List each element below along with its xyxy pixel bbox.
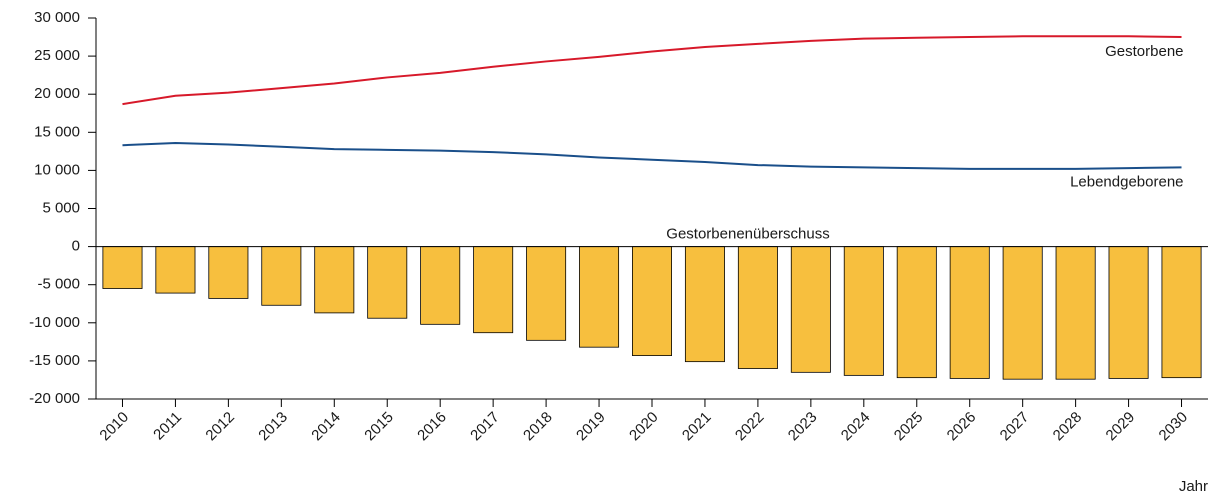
y-tick-label: -20 000 — [29, 390, 80, 407]
x-tick-label: 2021 — [679, 409, 715, 445]
line — [122, 35, 1182, 106]
bar — [526, 246, 567, 341]
x-tick-label: 2023 — [785, 409, 821, 445]
bar — [632, 246, 672, 356]
x-tick-label: 2029 — [1103, 409, 1139, 445]
x-tick-label: 2011 — [150, 409, 185, 444]
bar — [684, 246, 725, 363]
x-tick-label: 2022 — [732, 409, 768, 445]
bar — [1002, 246, 1043, 380]
x-tick-label: 2016 — [414, 409, 450, 445]
y-tick-label: -15 000 — [29, 352, 80, 369]
x-tick-label: 2013 — [255, 409, 291, 445]
x-tick-label: 2027 — [997, 409, 1033, 445]
x-tick-label: 2028 — [1050, 409, 1086, 445]
bar — [1108, 246, 1149, 379]
bar — [261, 246, 302, 306]
line — [122, 141, 1182, 170]
y-tick-label: -10 000 — [29, 314, 80, 331]
y-tick-label: -5 000 — [37, 276, 80, 293]
x-tick-label: 2012 — [202, 409, 238, 445]
y-tick-label: 30 000 — [34, 9, 80, 26]
x-tick-label: 2025 — [891, 409, 927, 445]
bar — [896, 246, 937, 379]
bar — [314, 246, 355, 314]
x-tick-label: 2014 — [308, 409, 344, 445]
x-tick-label: 2017 — [467, 409, 503, 445]
bar — [843, 246, 884, 376]
bar — [1055, 246, 1096, 380]
bar — [155, 246, 196, 294]
series-label: Gestorbene — [1105, 43, 1183, 60]
bar — [208, 246, 249, 299]
y-tick-label: 5 000 — [42, 199, 80, 216]
bar — [737, 246, 778, 369]
bar — [1161, 246, 1202, 379]
x-tick-label: 2030 — [1156, 409, 1192, 445]
y-tick-label: 0 — [72, 238, 80, 255]
x-tick-label: 2024 — [838, 409, 874, 445]
y-tick-label: 10 000 — [34, 161, 80, 178]
y-tick-label: 25 000 — [34, 47, 80, 64]
bar — [473, 246, 514, 334]
x-tick-label: 2015 — [361, 409, 397, 445]
series-label: Gestorbenenüberschuss — [666, 226, 829, 243]
x-axis-label: Jahr — [1179, 478, 1208, 495]
x-tick-label: 2018 — [520, 409, 556, 445]
bar — [102, 246, 143, 289]
x-tick-label: 2020 — [626, 409, 662, 445]
bar — [367, 246, 408, 319]
x-tick-label: 2026 — [944, 409, 980, 445]
x-tick-label: 2019 — [573, 409, 609, 445]
bar — [790, 246, 831, 373]
y-tick-label: 15 000 — [34, 123, 80, 140]
y-tick-label: 20 000 — [34, 85, 80, 102]
bar — [420, 246, 461, 325]
x-tick-label: 2010 — [96, 409, 132, 445]
series-label: Lebendgeborene — [1070, 173, 1183, 190]
bar — [949, 246, 990, 379]
bar — [579, 246, 620, 348]
